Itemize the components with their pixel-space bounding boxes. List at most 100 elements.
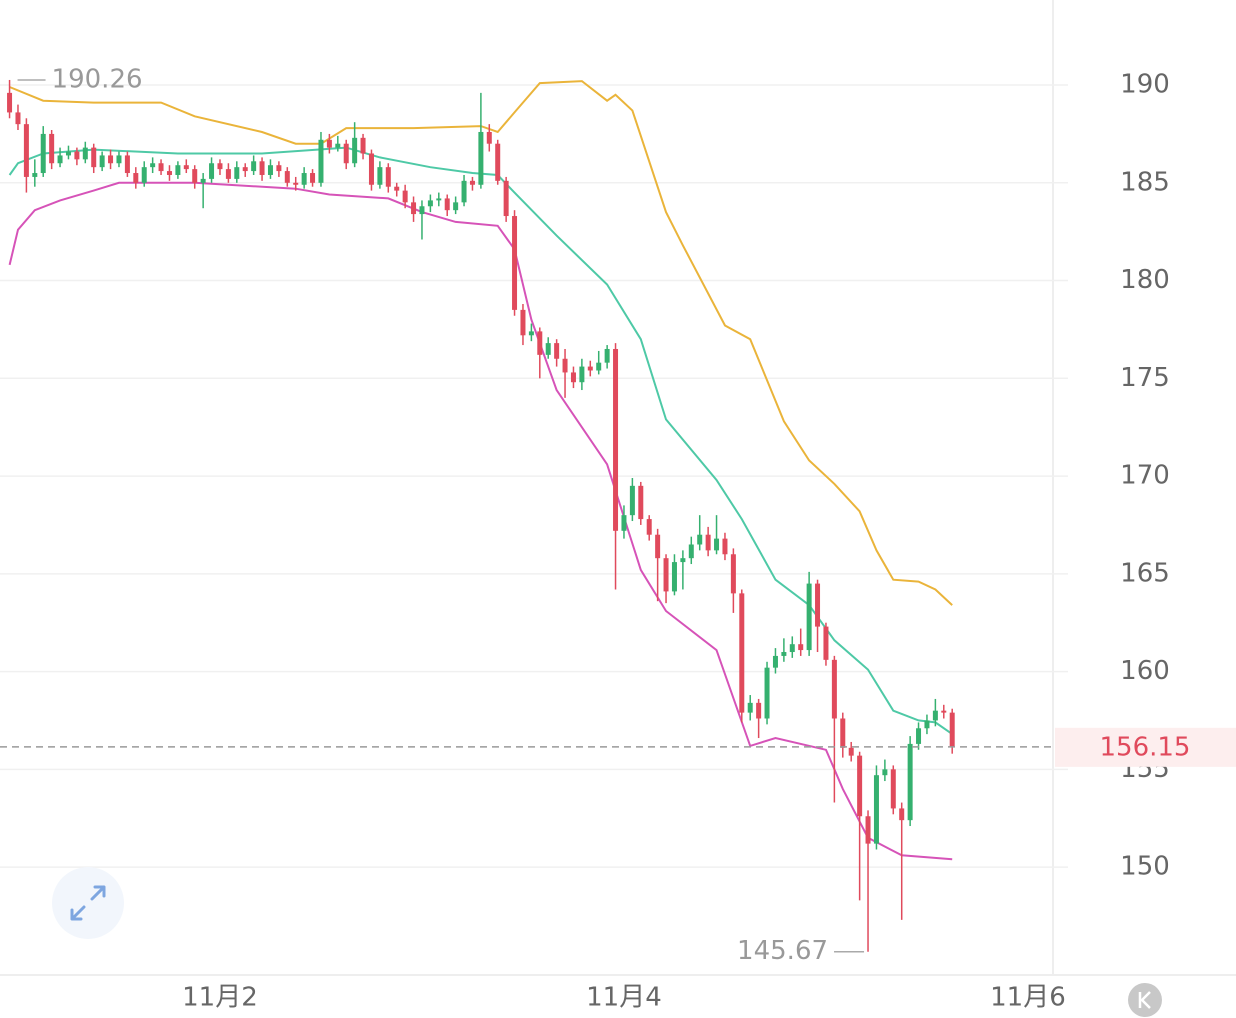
candle-body xyxy=(284,171,290,183)
candle-body xyxy=(806,583,812,651)
candle-body xyxy=(655,534,661,559)
candle-body xyxy=(461,180,467,203)
candle-body xyxy=(596,362,602,371)
candle-body xyxy=(158,163,164,172)
candle-body xyxy=(688,544,694,559)
candle-body xyxy=(335,143,341,148)
candle-body xyxy=(40,133,46,174)
candle-body xyxy=(82,147,88,160)
candle-body xyxy=(663,558,669,592)
candle-body xyxy=(714,538,720,551)
candle-body xyxy=(343,143,349,164)
candle-body xyxy=(183,165,189,170)
candle-body xyxy=(604,348,610,363)
candle-body xyxy=(570,372,576,383)
candle-body xyxy=(831,659,837,719)
candle-body xyxy=(848,747,854,756)
y-tick-label: 170 xyxy=(1120,461,1170,491)
band-line xyxy=(8,181,953,861)
candle-body xyxy=(520,309,526,336)
y-tick-label: 190 xyxy=(1120,70,1170,100)
candle-body xyxy=(352,137,358,164)
candle-body xyxy=(411,202,417,215)
candle-body xyxy=(427,200,433,207)
candle-body xyxy=(99,155,105,168)
candle-body xyxy=(815,583,821,627)
candle-body xyxy=(528,331,534,336)
candle-body xyxy=(360,137,366,154)
candle-body xyxy=(840,718,846,748)
candle-body xyxy=(192,169,198,183)
candle-body xyxy=(747,702,753,713)
candle-body xyxy=(503,180,509,217)
y-tick-label: 175 xyxy=(1120,363,1170,393)
candle-body xyxy=(882,769,888,776)
y-tick-label: 160 xyxy=(1120,656,1170,686)
y-tick-label: 165 xyxy=(1120,558,1170,588)
candle-body xyxy=(175,165,181,175)
candle-body xyxy=(15,112,21,125)
candle-body xyxy=(301,173,307,185)
candle-body xyxy=(764,667,770,719)
expand-button-bg[interactable] xyxy=(52,867,124,939)
collapse-button-bg[interactable] xyxy=(1128,983,1162,1017)
candle-body xyxy=(267,165,273,175)
candle-body xyxy=(150,163,156,168)
candle-body xyxy=(23,124,29,177)
candle-body xyxy=(217,163,223,170)
candle-body xyxy=(916,728,922,744)
candle-body xyxy=(545,343,551,355)
y-tick-label: 180 xyxy=(1120,265,1170,295)
candle-body xyxy=(772,655,778,668)
candle-body xyxy=(924,720,930,729)
candle-body xyxy=(629,485,635,516)
candle-body xyxy=(638,485,644,520)
candle-body xyxy=(166,171,172,175)
candle-body xyxy=(444,198,450,211)
candle-body xyxy=(621,515,627,531)
candle-body xyxy=(377,167,383,185)
x-tick-label: 11月4 xyxy=(586,983,662,1013)
candle-body xyxy=(310,173,316,183)
candle-body xyxy=(402,190,408,203)
candle-body xyxy=(318,139,324,183)
candle-body xyxy=(756,702,762,719)
x-tick-label: 11月2 xyxy=(182,983,258,1013)
band-line xyxy=(8,146,953,735)
candle-body xyxy=(789,644,795,653)
band-line xyxy=(9,80,953,606)
candle-body xyxy=(200,178,206,183)
candle-body xyxy=(209,163,215,179)
candle-body xyxy=(613,348,619,531)
candle-body xyxy=(587,366,593,371)
last-price-box xyxy=(1055,727,1236,767)
candle-body xyxy=(293,182,299,185)
candle-body xyxy=(251,161,257,172)
candle-body xyxy=(242,167,248,172)
candle-body xyxy=(554,343,560,359)
candle-body xyxy=(798,644,804,651)
candle-body xyxy=(276,165,282,172)
candle-body xyxy=(579,366,585,383)
candle-body xyxy=(739,593,745,713)
candle-body xyxy=(890,769,896,809)
candle-body xyxy=(7,92,13,113)
collapse-icon[interactable] xyxy=(1138,991,1151,1009)
candle-body xyxy=(234,167,240,179)
candle-body xyxy=(495,143,501,181)
max-label: 190.26 xyxy=(52,64,143,94)
candle-body xyxy=(865,816,871,844)
candle-body xyxy=(326,139,332,148)
candle-body xyxy=(91,147,97,168)
candle-body xyxy=(133,173,139,183)
candle-body xyxy=(873,775,879,844)
candle-body xyxy=(646,519,652,535)
candle-body xyxy=(469,180,475,185)
candle-body xyxy=(781,652,787,656)
expand-icon[interactable] xyxy=(70,885,106,921)
candle-body xyxy=(65,151,71,156)
expand-button[interactable] xyxy=(52,867,124,939)
candle-body xyxy=(116,155,122,164)
collapse-button[interactable] xyxy=(1128,983,1162,1017)
candle-body xyxy=(857,755,863,817)
